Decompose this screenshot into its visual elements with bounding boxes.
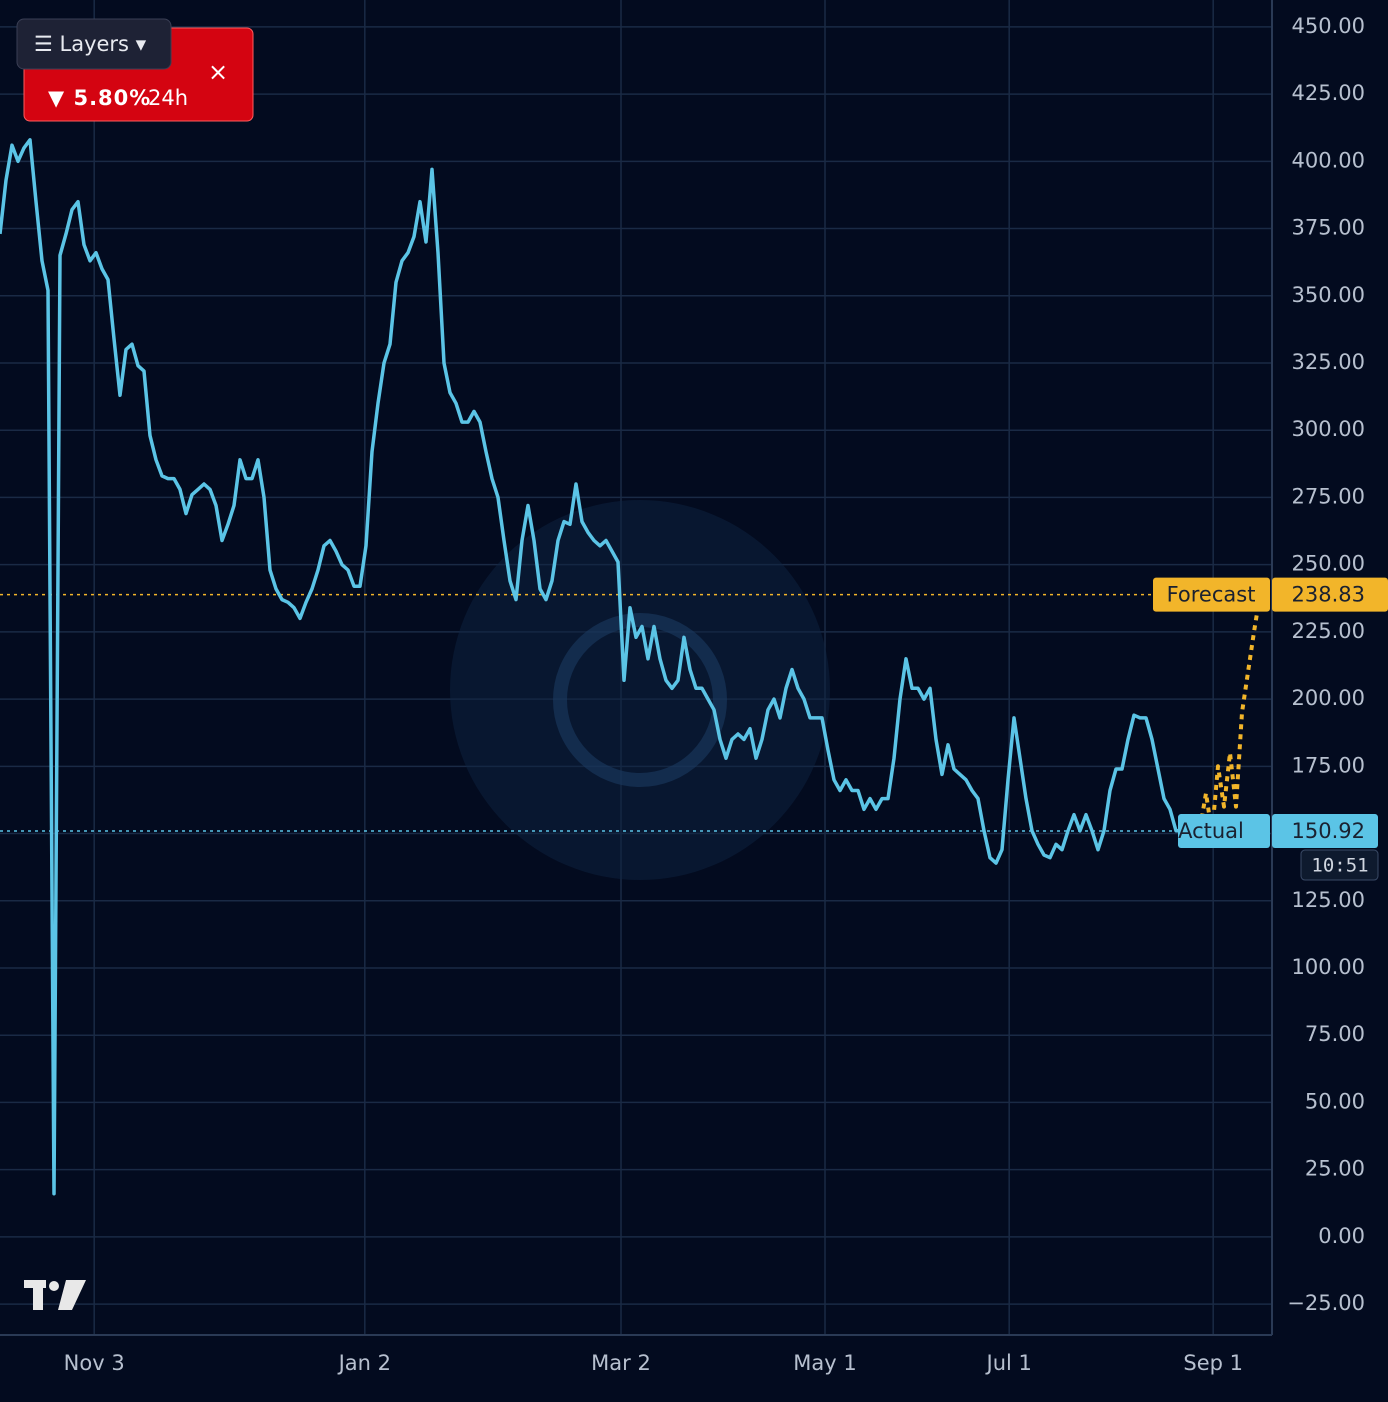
price-value-bg (1272, 577, 1388, 612)
price-value: 150.92 (1292, 819, 1365, 843)
price-value-bg (1272, 814, 1378, 849)
price-tag-name: Actual (1178, 819, 1244, 843)
x-tick-label: May 1 (793, 1351, 856, 1375)
x-tick-label: Jan 2 (337, 1351, 391, 1375)
watermark-ring (553, 613, 727, 787)
y-tick-label: 325.00 (1292, 350, 1365, 374)
y-tick-label: 425.00 (1292, 81, 1365, 105)
tv-logo (24, 1280, 86, 1310)
y-tick-label: 250.00 (1292, 552, 1365, 576)
x-tick-label: Nov 3 (64, 1351, 125, 1375)
y-tick-label: 0.00 (1318, 1224, 1365, 1248)
y-tick-label: 25.00 (1305, 1157, 1365, 1181)
layers-button-bg[interactable] (16, 18, 172, 70)
y-tick-label: 50.00 (1305, 1089, 1365, 1113)
y-tick-label: 175.00 (1292, 753, 1365, 777)
y-tick-label: 125.00 (1292, 888, 1365, 912)
time-tag: 10:51 (1311, 855, 1368, 877)
close-button[interactable]: × (208, 58, 228, 86)
y-tick-label: 350.00 (1292, 283, 1365, 307)
change: ▼ 5.80% (48, 86, 151, 110)
y-tick-label: 300.00 (1292, 417, 1365, 441)
y-tick-label: 200.00 (1292, 686, 1365, 710)
y-tick-label: −25.00 (1287, 1291, 1365, 1315)
series-line (0, 138, 1190, 1196)
period: 24h (148, 86, 188, 110)
price-tag-bg (1153, 577, 1270, 612)
y-tick-label: 400.00 (1292, 148, 1365, 172)
time-tag-bg (1300, 849, 1379, 881)
layers-button[interactable]: ☰ Layers ▾ (34, 32, 147, 56)
x-tick-label: Jul 1 (985, 1351, 1032, 1375)
labels: −25.00 0.00 25.00 50.00 75.00 100.00 125.00 150… (64, 14, 1388, 1375)
y-tick-label: 225.00 (1292, 619, 1365, 643)
x-tick-label: Mar 2 (591, 1351, 651, 1375)
y-tick-label: 100.00 (1292, 955, 1365, 979)
price-tag-bg (1178, 814, 1270, 849)
y-tick-label: 375.00 (1292, 216, 1365, 240)
y-tick-label: 75.00 (1305, 1022, 1365, 1046)
y-tick-label: 275.00 (1292, 484, 1365, 508)
y-tick-label: 450.00 (1292, 14, 1365, 38)
price-tag-name: Forecast (1167, 583, 1256, 607)
x-tick-label: Sep 1 (1183, 1351, 1243, 1375)
price-value: 238.83 (1292, 583, 1365, 607)
